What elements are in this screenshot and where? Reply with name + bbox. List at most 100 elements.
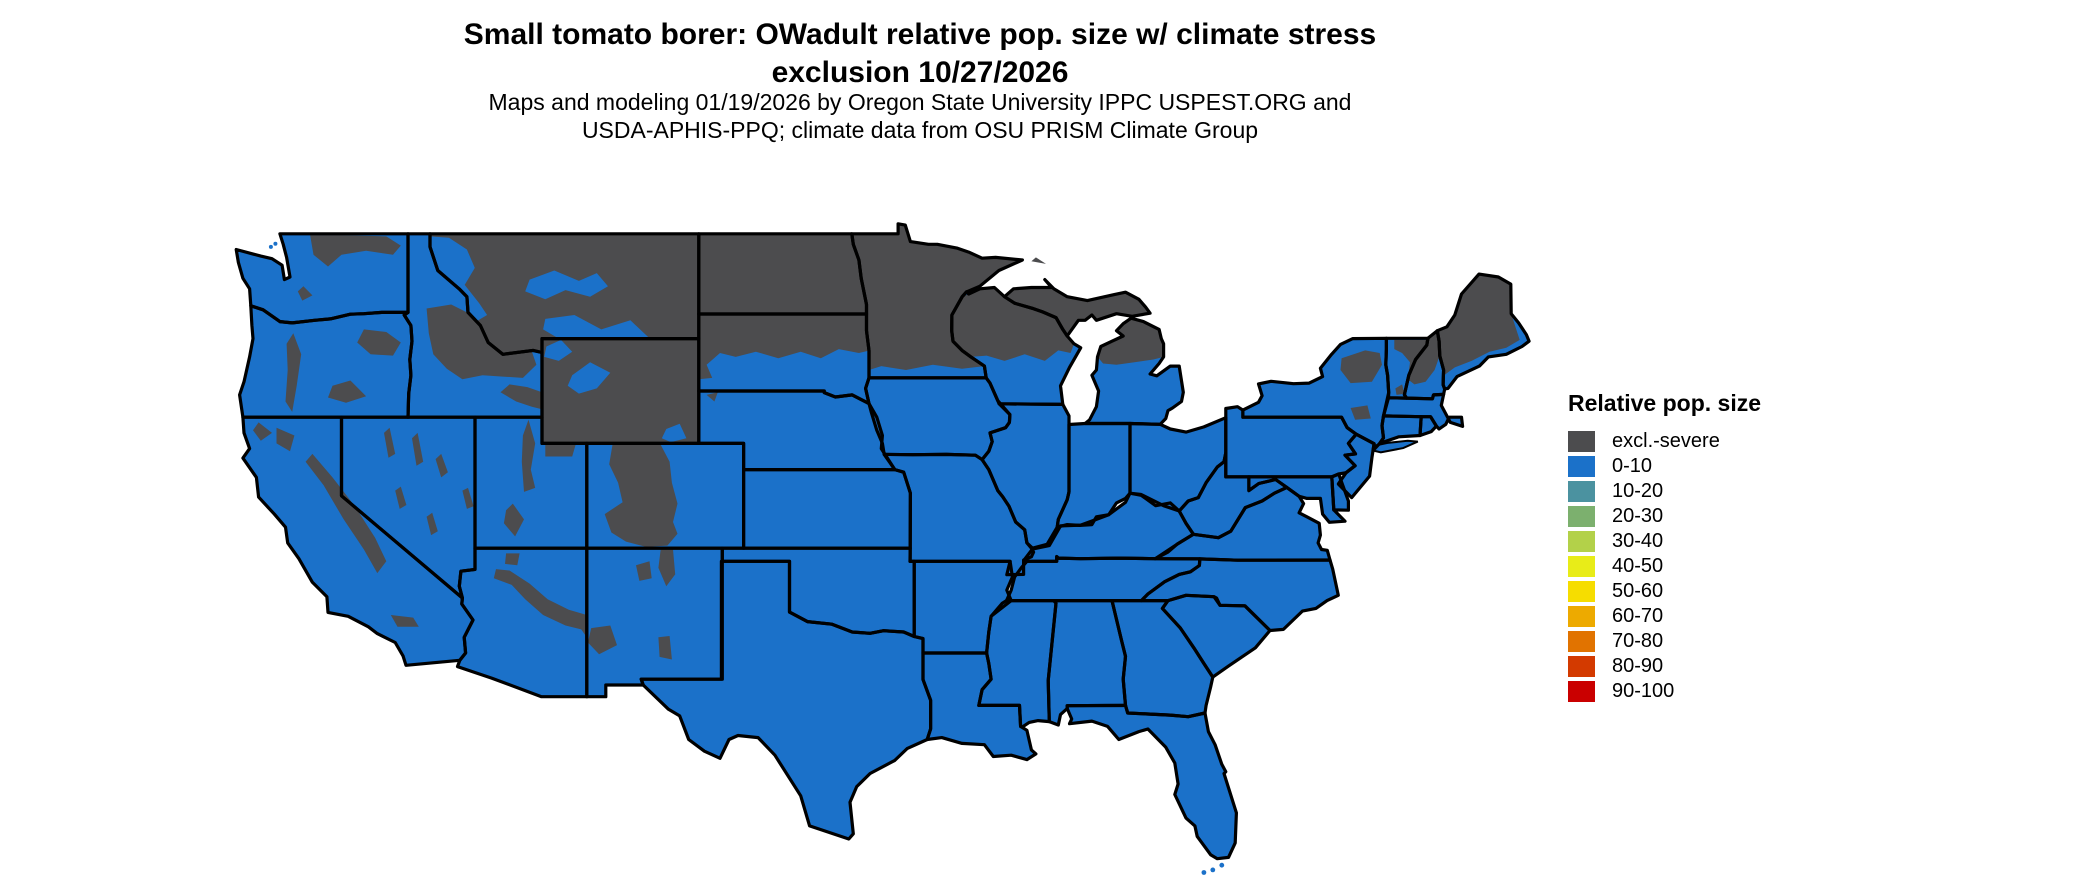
exclusion-patch — [604, 444, 678, 547]
population-patch — [543, 315, 649, 338]
state-pa — [1225, 406, 1357, 477]
state-border-md — [1247, 475, 1347, 524]
legend-item: 90-100 — [1568, 679, 1761, 704]
florida-keys-island — [1201, 870, 1207, 875]
exclusion-patch — [357, 329, 401, 356]
legend-swatch — [1568, 656, 1595, 677]
legend-items: excl.-severe 0-10 10-20 20-30 30-40 40-50 50-6… — [1568, 429, 1761, 704]
population-patch — [525, 270, 608, 300]
legend-label: 50-60 — [1612, 580, 1664, 602]
legend-swatch — [1568, 631, 1595, 652]
legend-item: 50-60 — [1568, 579, 1761, 604]
state-border-miu — [1002, 278, 1152, 338]
state-ks — [743, 469, 911, 549]
population-patch — [567, 362, 611, 394]
state-az — [457, 548, 587, 697]
state-border-ne — [697, 389, 897, 472]
state-fl — [1067, 705, 1237, 859]
legend-label: 60-70 — [1612, 605, 1664, 627]
exclusion-patch — [328, 380, 367, 403]
exclusion-patch — [395, 486, 407, 509]
figure-title-line2: exclusion 10/27/2026 — [771, 55, 1069, 89]
legend-item: 10-20 — [1568, 479, 1761, 504]
state-ca — [242, 417, 473, 666]
exclusion-patch — [310, 235, 401, 267]
legend-item: 20-30 — [1568, 504, 1761, 529]
exclusion-patch — [253, 422, 272, 441]
state-ky — [1024, 493, 1194, 562]
exclusion-patch — [435, 453, 448, 478]
legend-item: 70-80 — [1568, 629, 1761, 654]
exclusion-patch — [545, 444, 576, 457]
state-border-ms — [977, 599, 1058, 729]
exclusion-patch — [493, 569, 587, 638]
figure-subtitle-line2: USDA-APHIS-PPQ; climate data from OSU PR… — [581, 117, 1259, 144]
state-wy — [542, 338, 699, 444]
exclusion-patch — [587, 625, 617, 655]
legend-label: 80-90 — [1612, 655, 1664, 677]
state-sc — [1162, 595, 1270, 678]
legend-label: 10-20 — [1612, 480, 1664, 502]
legend-label: 0-10 — [1612, 455, 1653, 477]
state-border-az — [455, 546, 589, 699]
legend-swatch — [1568, 606, 1595, 627]
exclusion-patch — [658, 636, 672, 660]
figure-subtitle: Maps and modeling 01/19/2026 by Oregon S… — [245, 88, 1595, 144]
state-ia — [865, 377, 1010, 460]
exclusion-patch — [384, 427, 396, 458]
state-wa — [236, 233, 408, 323]
us-map — [234, 222, 1531, 875]
state-wv — [1179, 452, 1287, 538]
exclusion-patch — [426, 512, 438, 536]
exclusion-patch — [500, 384, 542, 410]
legend-swatch — [1568, 681, 1595, 702]
state-ma — [1383, 394, 1463, 429]
state-nc — [1141, 558, 1339, 631]
state-border-me — [1435, 272, 1531, 391]
legend-label: 30-40 — [1612, 530, 1664, 552]
exclusion-patch — [426, 304, 537, 380]
population-patch — [430, 236, 488, 322]
exclusion-patch — [706, 392, 718, 402]
state-mo — [884, 454, 1034, 575]
legend-item: 30-40 — [1568, 529, 1761, 554]
state-va — [1155, 487, 1330, 561]
exclusion-overlays — [253, 235, 1520, 660]
state-border-nj — [1336, 432, 1376, 500]
state-nd — [698, 233, 867, 314]
exclusion-patch — [521, 419, 536, 492]
state-il — [982, 403, 1069, 549]
population-patch — [661, 423, 687, 443]
legend-item: 80-90 — [1568, 654, 1761, 679]
legend-item: 60-70 — [1568, 604, 1761, 629]
state-in — [1057, 423, 1130, 528]
legend-label: 70-80 — [1612, 630, 1664, 652]
exclusion-patch — [1437, 274, 1520, 375]
legend-swatch — [1568, 506, 1595, 527]
exclusion-patch — [951, 287, 1074, 361]
state-ne — [698, 391, 895, 470]
san-juan-island — [268, 244, 273, 249]
state-ar — [910, 561, 1013, 653]
legend-item: excl.-severe — [1568, 429, 1761, 454]
figure-title-line1: Small tomato borer: OWadult relative pop… — [463, 18, 1377, 51]
legend-label: excl.-severe — [1612, 430, 1720, 452]
legend-item: 0-10 — [1568, 454, 1761, 479]
exclusion-patch — [305, 453, 387, 574]
exclusion-patch — [297, 286, 313, 301]
legend-label: 90-100 — [1612, 680, 1675, 702]
state-md — [1248, 476, 1345, 523]
legend: Relative pop. size excl.-severe 0-10 10-20… — [1568, 390, 1761, 704]
exclusion-patch — [505, 553, 520, 566]
exclusion-patch — [1350, 405, 1371, 420]
legend-item: 40-50 — [1568, 554, 1761, 579]
figure-title: Small tomato borer: OWadult relative pop… — [245, 16, 1595, 91]
islands — [268, 241, 1419, 875]
legend-swatch — [1568, 556, 1595, 577]
state-tx — [641, 561, 931, 839]
state-nm — [586, 548, 723, 697]
state-mn — [851, 223, 1023, 378]
state-de — [1331, 474, 1349, 511]
legend-swatch — [1568, 431, 1595, 452]
